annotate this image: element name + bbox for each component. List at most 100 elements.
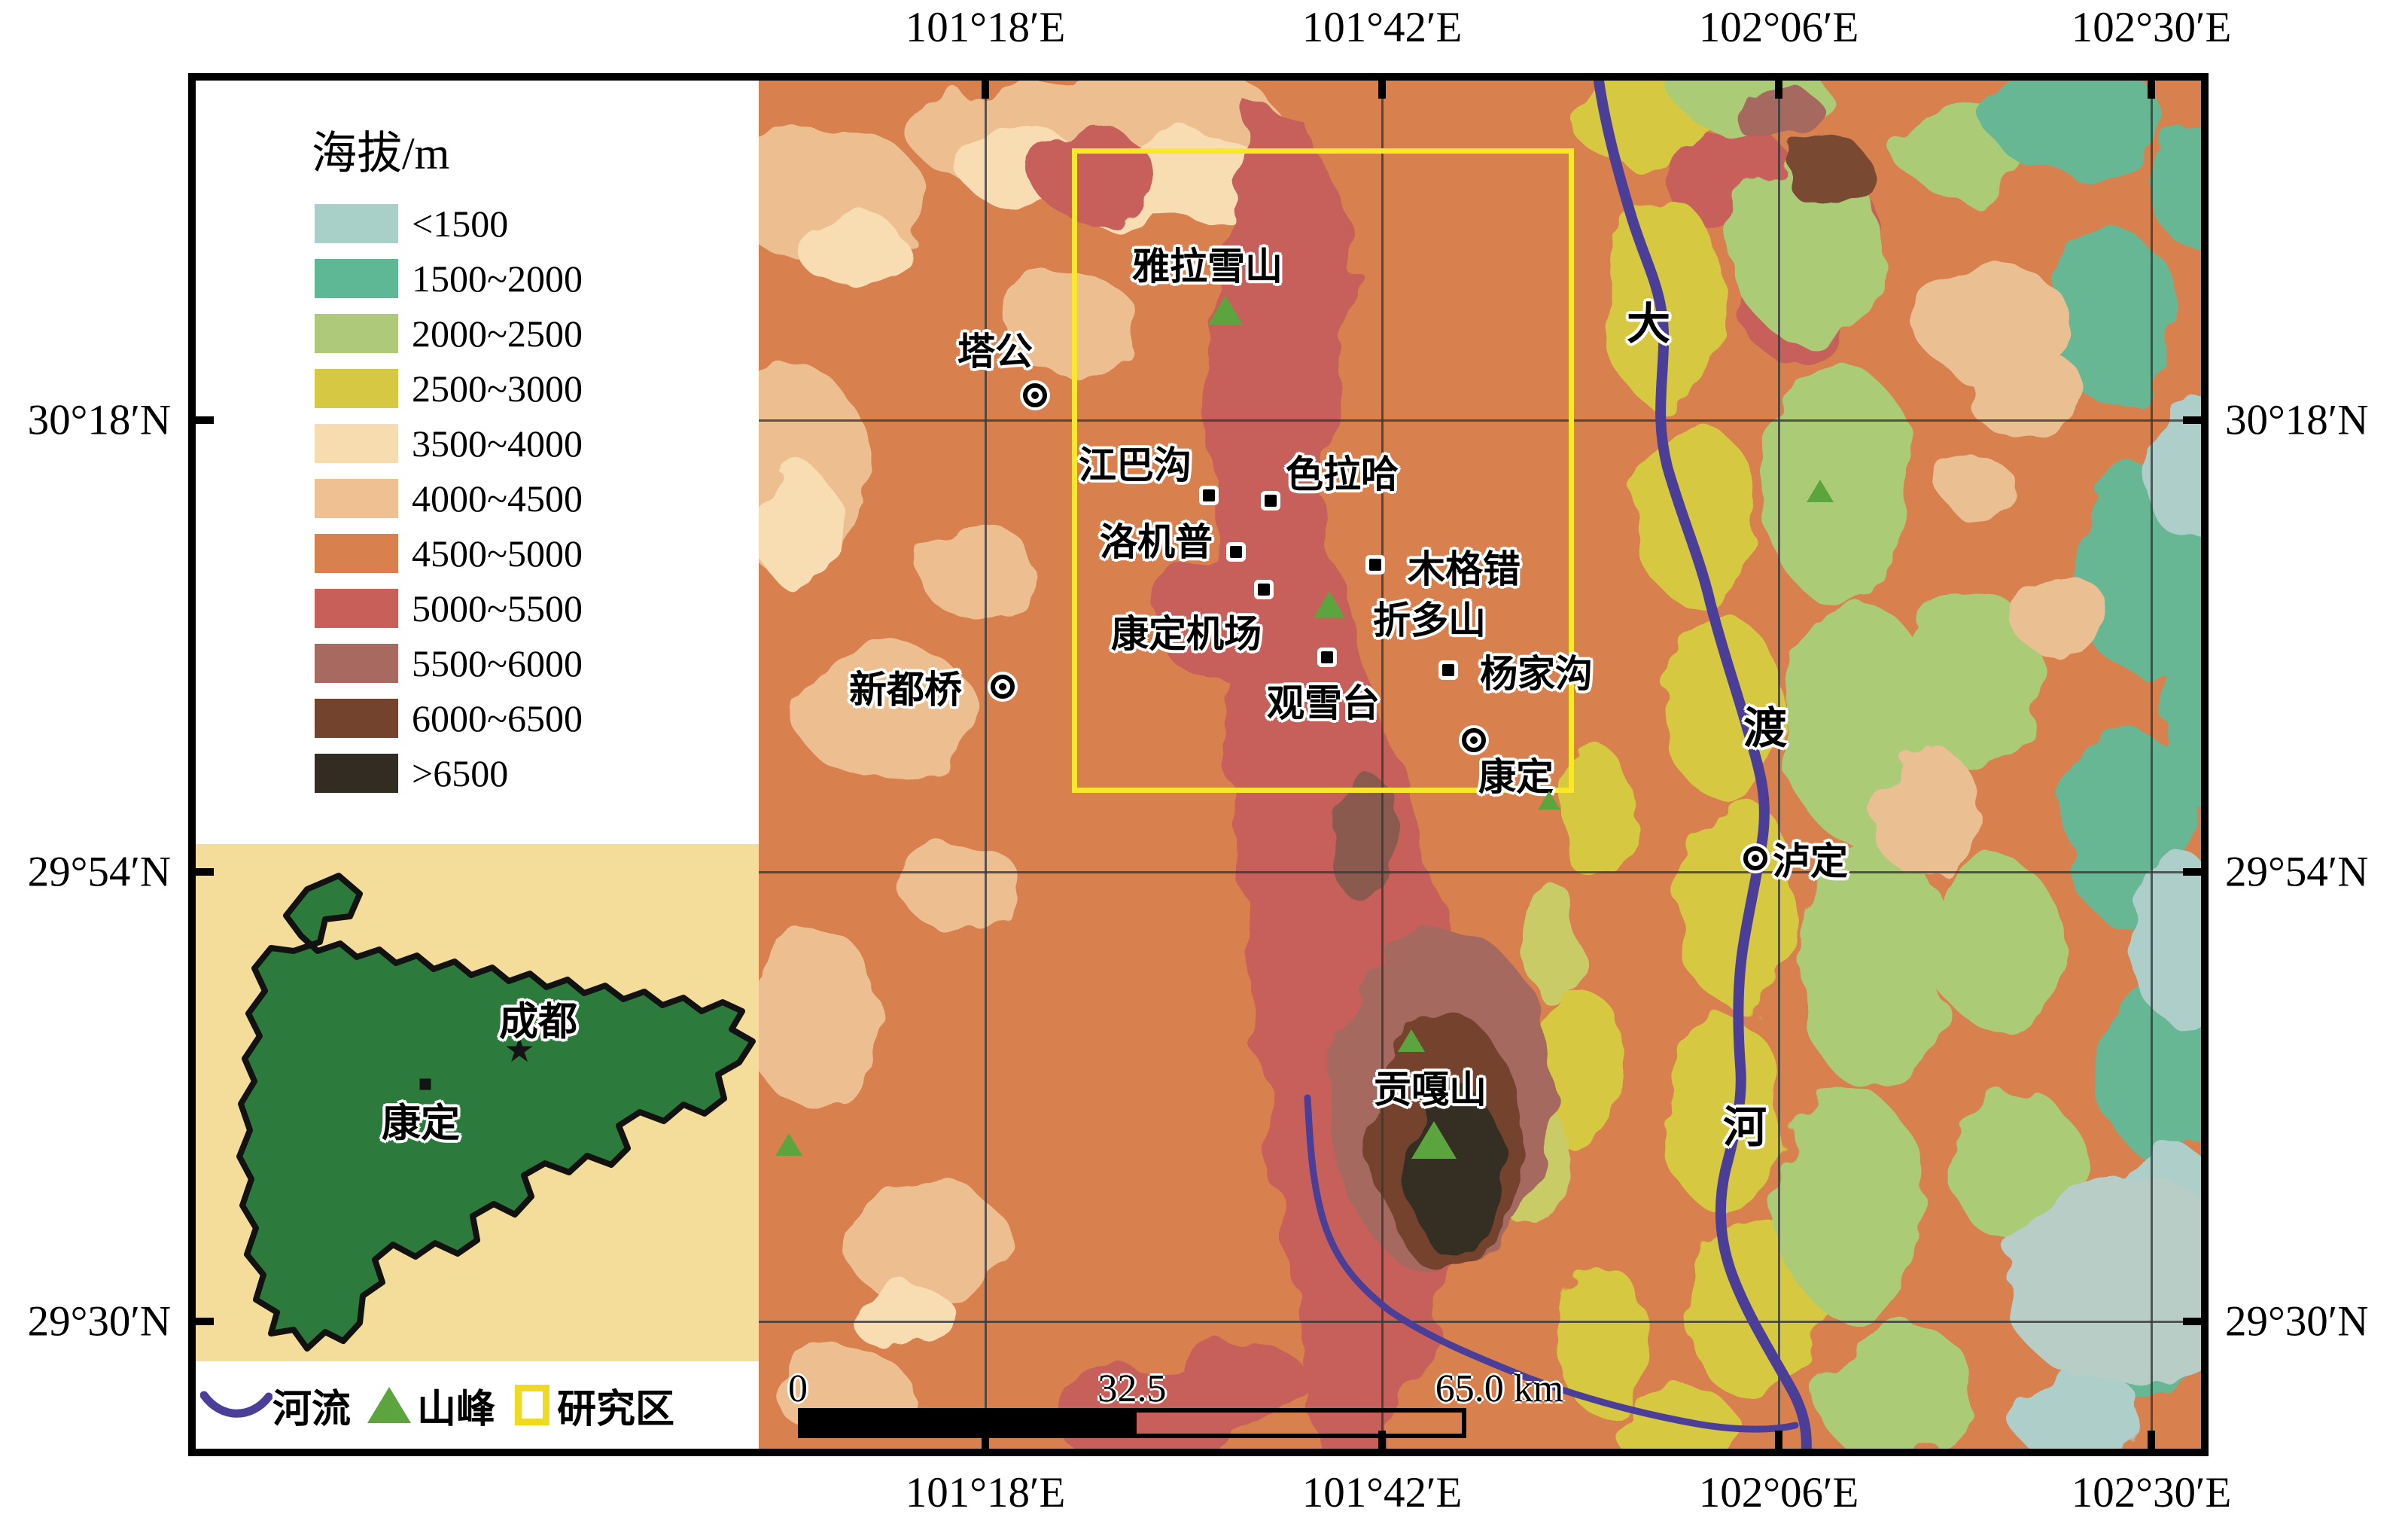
axis-label-bottom: 101°42′E [1301, 1469, 1463, 1516]
scalebar-label-end: 65.0 km [1435, 1367, 1564, 1410]
study-area-box-icon [515, 1385, 550, 1425]
town-marker [991, 675, 1015, 699]
town-label: 塔公 [957, 331, 1033, 373]
tick-bottom [1378, 1431, 1386, 1449]
legend-item: <1500 [315, 204, 583, 243]
river-lines [1304, 81, 1812, 1449]
city-square-icon [419, 1078, 431, 1090]
tick-bottom [982, 1431, 989, 1449]
legend-item: 5000~5500 [315, 589, 583, 628]
axis-label-top: 102°06′E [1698, 4, 1859, 51]
axis-label-right: 30°18′N [2225, 396, 2369, 444]
legend-color-swatch [315, 644, 398, 683]
axis-label-left: 29°30′N [27, 1297, 171, 1346]
inset-locator-map: ★ 成都 康定 [196, 844, 759, 1361]
site-label: 色拉哈 [1286, 453, 1399, 495]
site-label: 江巴沟 [1079, 444, 1192, 486]
legend-color-swatch [315, 204, 398, 243]
capital-star-icon: ★ [504, 1031, 535, 1069]
legend-color-swatch [315, 534, 398, 573]
gridline-parallel [196, 1321, 2201, 1323]
tick-top [2148, 81, 2155, 99]
legend-color-swatch [315, 699, 398, 738]
site-marker [1230, 546, 1242, 558]
legend-item: >6500 [315, 754, 583, 793]
key-study-label: 研究区 [557, 1388, 675, 1431]
tick-bottom [1775, 1431, 1782, 1449]
axis-label-right: 29°54′N [2225, 848, 2369, 896]
site-marker [1369, 559, 1381, 571]
elevation-legend-panel: 海拔/m <1500 1500~2000 2000~2500 2500~3000 350… [196, 81, 759, 844]
legend-range-label: 5000~5500 [412, 587, 583, 629]
scalebar-label-start: 0 [788, 1367, 808, 1410]
axis-label-bottom: 102°06′E [1698, 1469, 1859, 1516]
tick-top [1775, 81, 1782, 99]
legend-range-label: 4000~4500 [412, 477, 583, 520]
legend-item: 3500~4000 [315, 424, 583, 463]
legend-range-label: 2500~3000 [412, 367, 583, 410]
study-area-box [1072, 148, 1574, 793]
site-label: 康定机场 [1111, 613, 1262, 655]
province-outline [236, 873, 756, 1352]
legend-color-swatch [315, 479, 398, 518]
map-frame: 塔公 新都桥 康定 泸定 江巴沟 色拉哈 洛机普 木格错 康定机场 观雪台 杨家沟 雅拉雪山 折多山 贡嘎… [188, 73, 2209, 1456]
scalebar-label-mid: 32.5 [1097, 1367, 1167, 1410]
legend-item: 2000~2500 [315, 314, 583, 353]
axis-label-bottom: 101°18′E [905, 1469, 1066, 1516]
gridline-parallel [196, 419, 2201, 422]
axis-label-right: 29°30′N [2225, 1297, 2369, 1346]
town-label: 新都桥 [849, 669, 962, 711]
legend-item: 5500~6000 [315, 644, 583, 683]
map-canvas: 塔公 新都桥 康定 泸定 江巴沟 色拉哈 洛机普 木格错 康定机场 观雪台 杨家沟 雅拉雪山 折多山 贡嘎… [196, 81, 2201, 1449]
legend-range-label: >6500 [412, 752, 509, 794]
frame-ticks [196, 81, 2201, 1449]
legend-item: 4000~4500 [315, 479, 583, 518]
tick-left [196, 416, 214, 424]
site-marker [1321, 651, 1333, 663]
gridline-meridian [1381, 81, 1384, 1449]
river-name-char: 大 [1626, 300, 1671, 349]
graticule [196, 81, 2201, 1449]
site-label: 观雪台 [1267, 682, 1380, 724]
legend-range-label: 2000~2500 [412, 312, 583, 355]
site-marker [1442, 664, 1454, 676]
town-marker [1743, 846, 1767, 870]
legend-title: 海拔/m [312, 129, 450, 178]
legend-item: 4500~5000 [315, 534, 583, 573]
river-name-char: 河 [1722, 1103, 1767, 1152]
legend-range-label: 4500~5000 [412, 532, 583, 575]
legend-color-swatch [315, 314, 398, 353]
axis-label-top: 102°30′E [2071, 4, 2232, 51]
legend-color-swatch [315, 754, 398, 793]
legend-color-swatch [315, 589, 398, 628]
river-name-char: 渡 [1743, 704, 1788, 753]
key-river-label: 河流 [272, 1388, 352, 1431]
tick-left [196, 1318, 214, 1325]
tick-right [2183, 416, 2201, 424]
town-marker [1462, 728, 1486, 752]
axis-label-top: 101°18′E [905, 4, 1066, 51]
legend-item: 6000~6500 [315, 699, 583, 738]
legend-range-label: 3500~4000 [412, 422, 583, 465]
peak-label: 雅拉雪山 [1132, 245, 1283, 288]
tributary-river-path [1304, 1094, 1799, 1433]
legend-range-label: 5500~6000 [412, 642, 583, 684]
town-label: 泸定 [1773, 840, 1848, 882]
scalebar-outline-segment [1132, 1408, 1466, 1438]
town-label: 康定 [1478, 756, 1554, 798]
town-marker [1023, 383, 1047, 407]
legend-range-label: 6000~6500 [412, 697, 583, 739]
axis-label-top: 101°42′E [1301, 4, 1463, 51]
inset-city-label: 成都 [498, 1001, 578, 1044]
site-marker [1203, 489, 1215, 501]
tick-bottom [2148, 1431, 2155, 1449]
axis-label-left: 29°54′N [27, 848, 171, 896]
legend-item: 2500~3000 [315, 369, 583, 408]
dadu-river-path [1593, 81, 1812, 1449]
tick-right [2183, 1318, 2201, 1325]
map-annotations: 塔公 新都桥 康定 泸定 江巴沟 色拉哈 洛机普 木格错 康定机场 观雪台 杨家沟 雅拉雪山 折多山 贡嘎… [196, 81, 2201, 1449]
site-label: 木格错 [1408, 548, 1521, 590]
legend-range-label: 1500~2000 [412, 258, 583, 300]
site-marker [1258, 584, 1270, 596]
